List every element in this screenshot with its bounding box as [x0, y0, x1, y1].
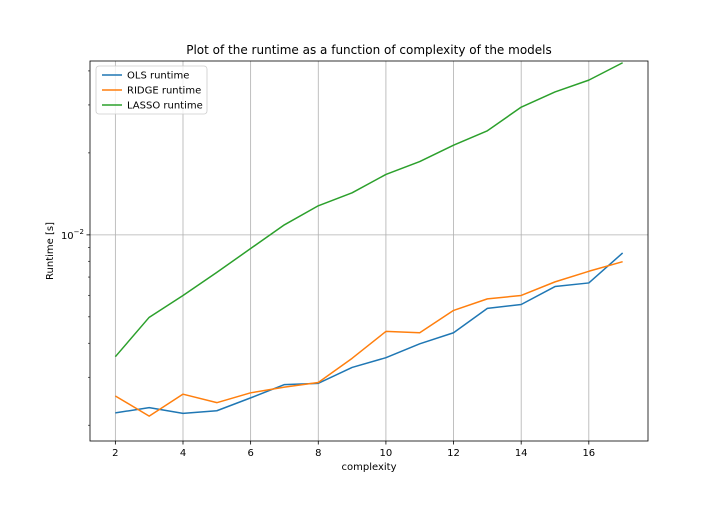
plot-frame — [89, 60, 649, 442]
x-tick-label: 10 — [380, 448, 393, 459]
x-tick-label: 4 — [180, 448, 186, 459]
x-tick-label: 6 — [247, 448, 253, 459]
legend-box — [95, 65, 208, 115]
legend-label-ols: OLS runtime — [127, 71, 189, 82]
x-tick-label: 2 — [112, 448, 118, 459]
x-tick-label: 16 — [582, 448, 595, 459]
series-layer — [114, 62, 624, 417]
grid-layer — [90, 61, 648, 441]
series-line-lasso — [114, 62, 623, 358]
series-line-ridge — [114, 260, 623, 417]
legend: OLS runtime RIDGE runtime LASSO runtime — [95, 65, 208, 115]
x-axis-label: complexity — [342, 462, 397, 473]
y-axis-label: Runtime [s] — [45, 222, 56, 280]
x-tick-label: 14 — [515, 448, 528, 459]
x-tick-label: 12 — [447, 448, 460, 459]
series-line-ols — [115, 252, 624, 415]
chart-title: Plot of the runtime as a function of com… — [186, 43, 552, 57]
legend-label-lasso: LASSO runtime — [127, 101, 203, 112]
x-tick-label: 8 — [315, 448, 321, 459]
legend-label-ridge: RIDGE runtime — [127, 86, 201, 97]
